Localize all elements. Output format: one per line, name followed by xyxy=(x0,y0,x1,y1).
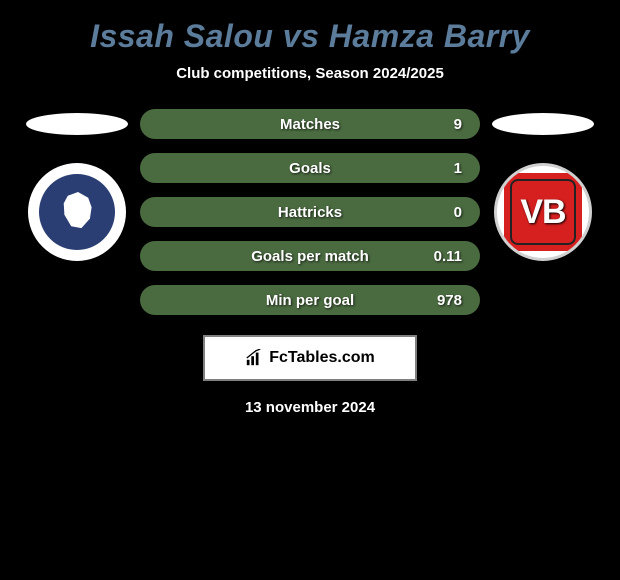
page-subtitle: Club competitions, Season 2024/2025 xyxy=(176,65,444,82)
stat-label: Goals per match xyxy=(251,248,369,265)
vb-badge-icon: VB xyxy=(504,173,582,251)
source-logo-text: FcTables.com xyxy=(269,349,375,367)
stat-bar-min-per-goal: Min per goal 978 xyxy=(140,285,480,315)
stat-value: 0 xyxy=(454,204,462,221)
source-logo-box: FcTables.com xyxy=(203,335,417,381)
randers-badge-icon xyxy=(39,174,115,250)
page-title: Issah Salou vs Hamza Barry xyxy=(90,18,530,55)
stat-value: 1 xyxy=(454,160,462,177)
stat-bar-matches: Matches 9 xyxy=(140,109,480,139)
club-badge-left xyxy=(28,163,126,261)
chart-icon xyxy=(245,349,263,367)
player-oval-right xyxy=(492,113,594,135)
stats-column: Matches 9 Goals 1 Hattricks 0 Goals per … xyxy=(140,107,480,315)
stat-label: Matches xyxy=(280,116,340,133)
main-row: Matches 9 Goals 1 Hattricks 0 Goals per … xyxy=(0,107,620,315)
date-text: 13 november 2024 xyxy=(245,399,375,416)
stat-bar-hattricks: Hattricks 0 xyxy=(140,197,480,227)
stat-label: Hattricks xyxy=(278,204,342,221)
stat-label: Min per goal xyxy=(266,292,354,309)
stat-value: 978 xyxy=(437,292,462,309)
stat-bar-goals-per-match: Goals per match 0.11 xyxy=(140,241,480,271)
left-column xyxy=(22,107,132,261)
right-column: VB xyxy=(488,107,598,261)
comparison-card: Issah Salou vs Hamza Barry Club competit… xyxy=(0,0,620,426)
player-oval-left xyxy=(26,113,128,135)
stat-label: Goals xyxy=(289,160,331,177)
club-badge-right: VB xyxy=(494,163,592,261)
stat-bar-goals: Goals 1 xyxy=(140,153,480,183)
badge-right-text: VB xyxy=(520,193,565,232)
stat-value: 0.11 xyxy=(434,248,462,265)
stat-value: 9 xyxy=(454,116,462,133)
